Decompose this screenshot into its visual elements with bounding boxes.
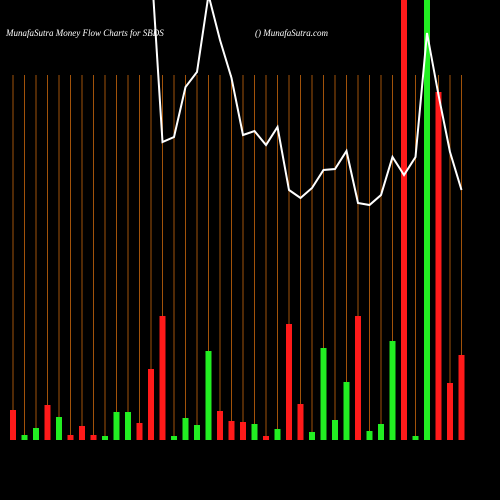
- bar: [424, 0, 430, 440]
- chart-subtitle: () MunafaSutra.com: [255, 28, 328, 38]
- bar: [389, 341, 396, 440]
- bar: [458, 355, 465, 440]
- bar: [148, 369, 154, 440]
- bar: [343, 382, 350, 440]
- bar: [44, 405, 51, 440]
- bar: [113, 412, 120, 440]
- bar: [102, 436, 108, 440]
- bar: [228, 421, 235, 440]
- money-flow-line: [152, 0, 463, 207]
- bar: [136, 423, 143, 440]
- bar: [355, 316, 361, 440]
- bar: [90, 435, 97, 440]
- bar: [159, 316, 166, 440]
- bar: [21, 435, 28, 440]
- bar: [412, 436, 419, 440]
- bar: [274, 429, 281, 440]
- bar: [309, 432, 315, 440]
- bar: [401, 0, 407, 440]
- bar: [182, 418, 189, 440]
- bar: [125, 412, 131, 440]
- bar: [194, 425, 200, 440]
- bar: [240, 422, 246, 440]
- bar: [171, 436, 177, 440]
- bar: [263, 436, 269, 440]
- bar: [56, 417, 62, 440]
- bar: [447, 383, 453, 440]
- chart-title: MunafaSutra Money Flow Charts for SBDS: [5, 28, 164, 38]
- bar: [33, 428, 39, 440]
- bar: [378, 424, 384, 440]
- bar: [217, 411, 223, 440]
- bar: [10, 410, 16, 440]
- bar: [320, 348, 327, 440]
- bar: [435, 92, 442, 440]
- bar: [205, 351, 212, 440]
- bar: [366, 431, 373, 440]
- bar: [332, 420, 338, 440]
- bar: [251, 424, 258, 440]
- bar: [286, 324, 292, 440]
- bar: [297, 404, 304, 440]
- bar: [79, 426, 85, 440]
- bar: [67, 435, 74, 440]
